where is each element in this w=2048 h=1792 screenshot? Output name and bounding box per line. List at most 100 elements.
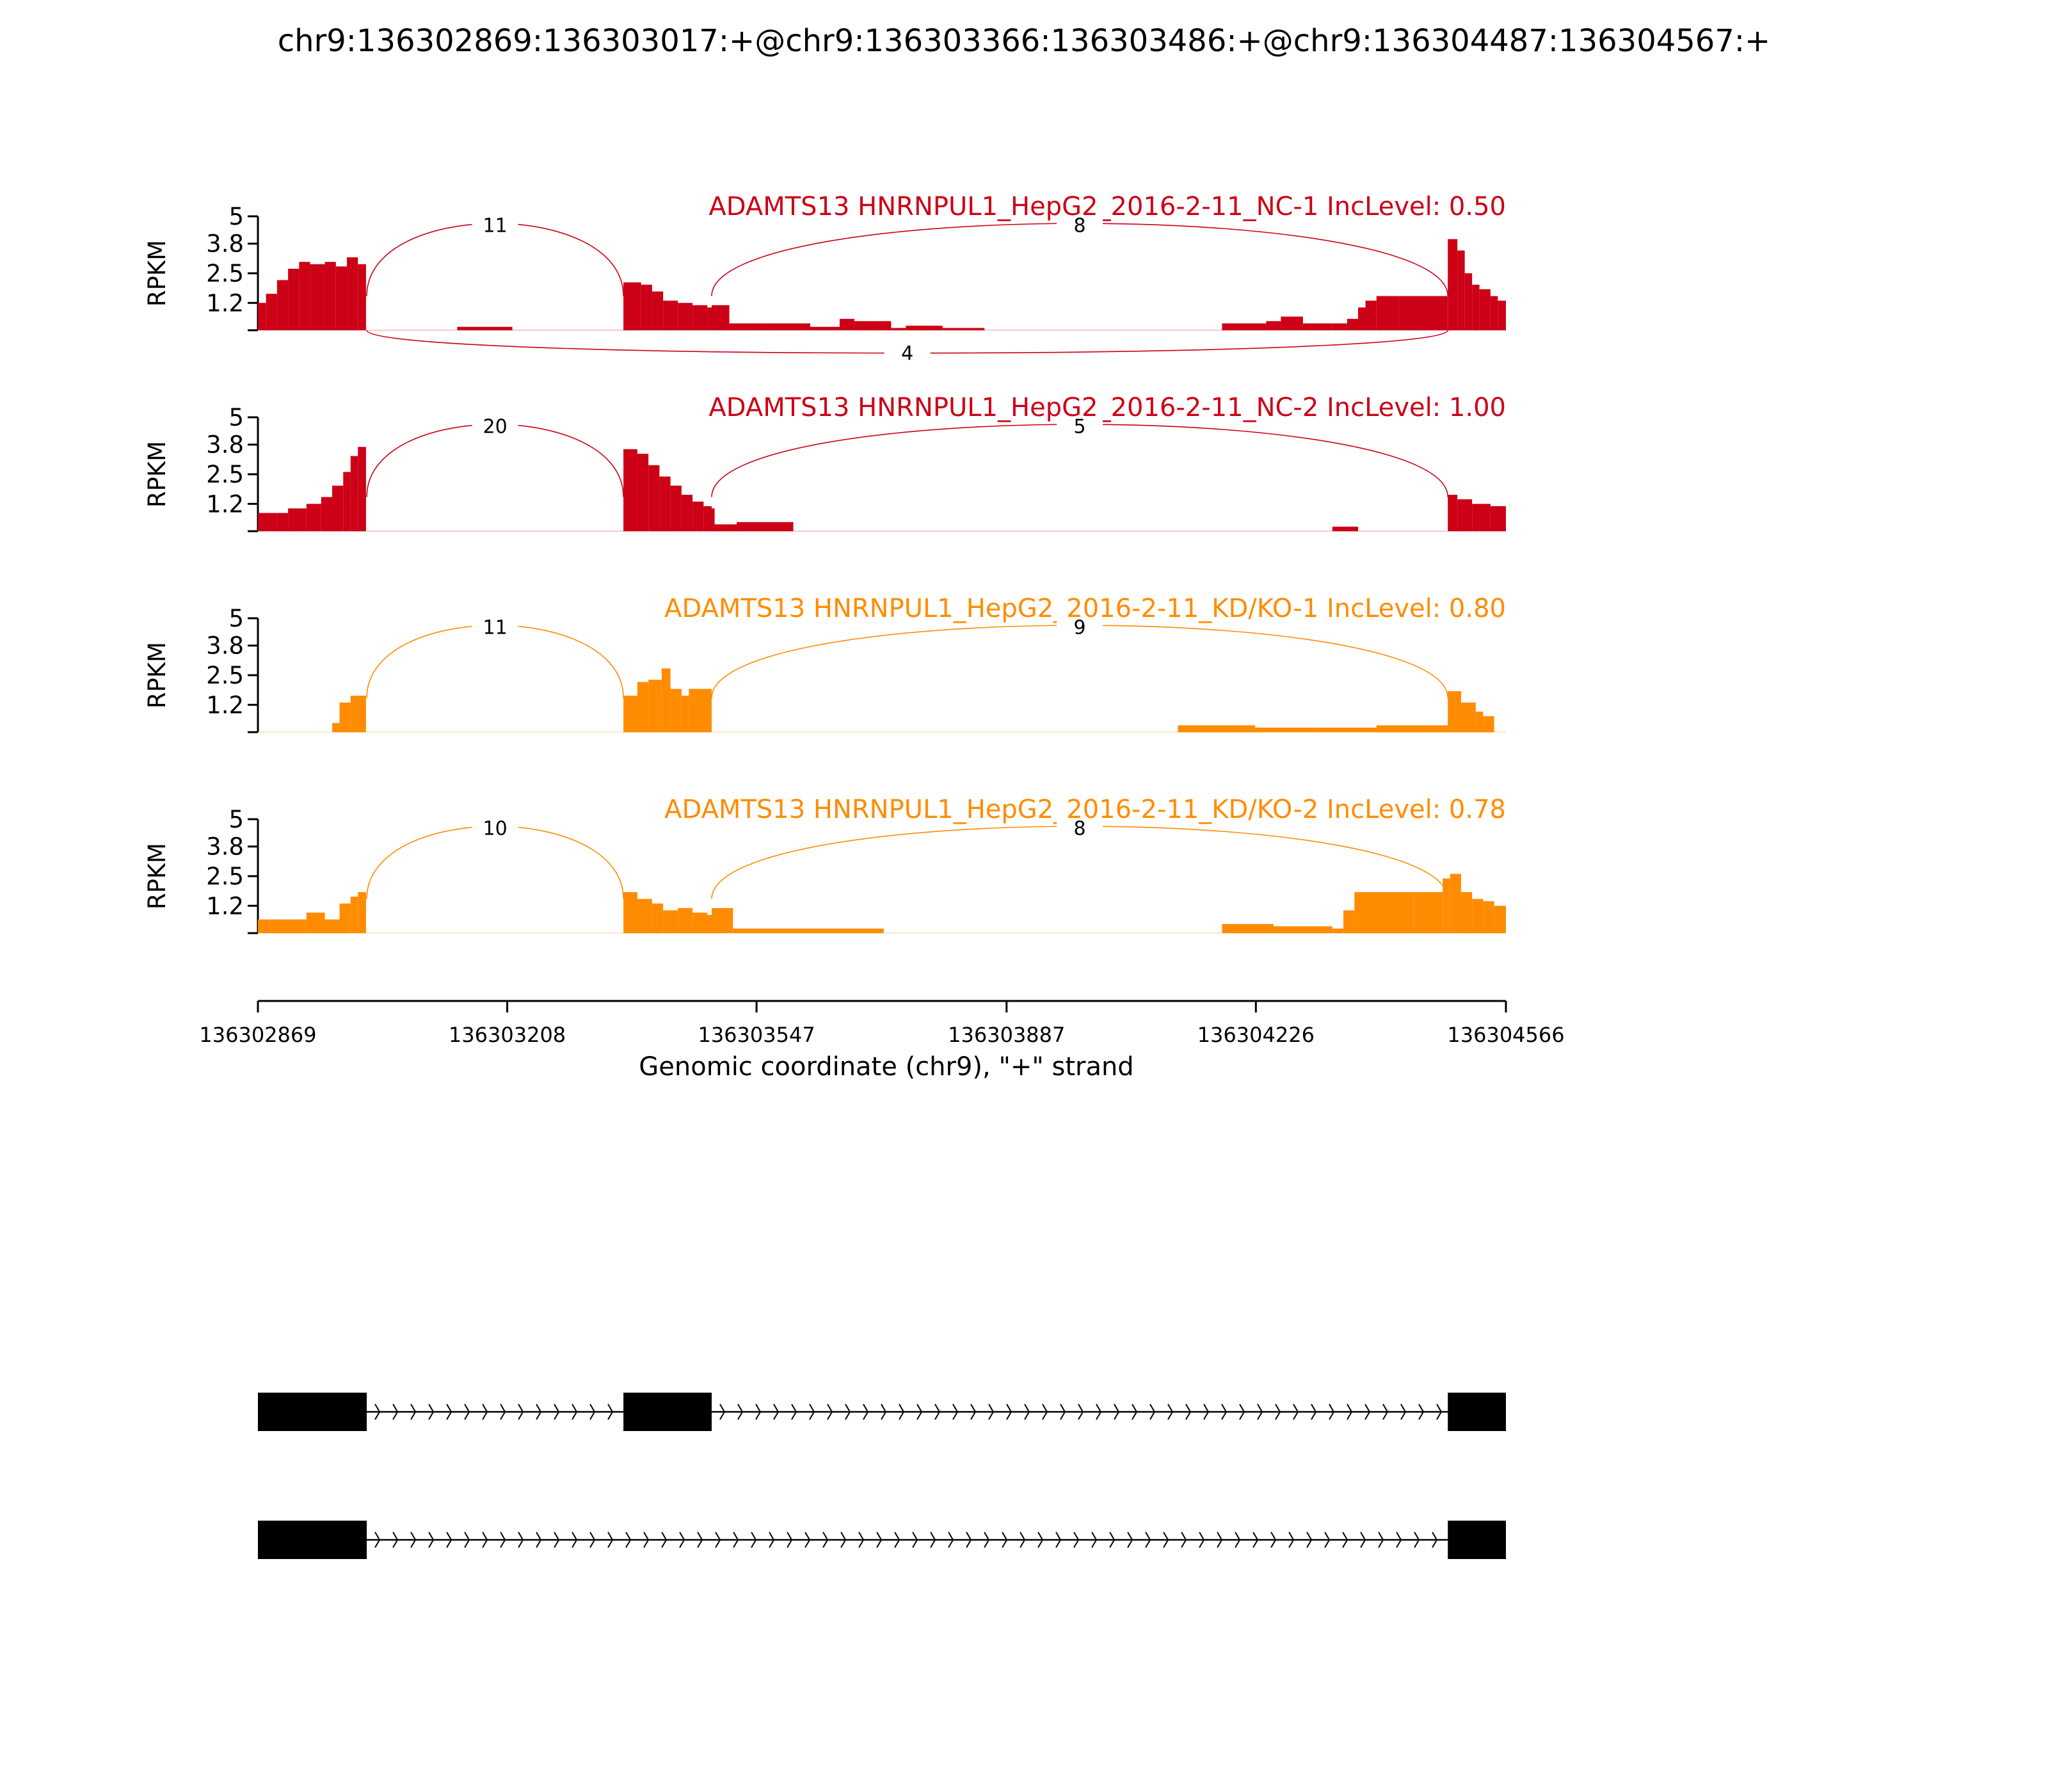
strand-arrow [1288, 1532, 1295, 1548]
y-tick-label: 3.8 [206, 632, 244, 660]
coverage-bar [623, 892, 637, 933]
coverage-bar [810, 326, 840, 330]
coverage-bar [689, 689, 712, 732]
strand-arrow [751, 1532, 757, 1548]
strand-arrow [1239, 1404, 1245, 1420]
strand-arrow [715, 1532, 721, 1548]
strand-arrow [733, 1532, 739, 1548]
coverage-bar [1376, 296, 1399, 330]
y-tick-label: 1.2 [206, 490, 244, 518]
track-label: ADAMTS13 HNRNPUL1_HepG2_2016-2-11_NC-1 I… [708, 192, 1506, 221]
strand-arrow [428, 1532, 435, 1548]
strand-arrow [1181, 1532, 1187, 1548]
coverage-bar [276, 513, 289, 531]
strand-arrow [1037, 1532, 1044, 1548]
coverage-bar [781, 323, 810, 330]
strand-arrow [1293, 1404, 1299, 1420]
strand-arrow [446, 1532, 452, 1548]
strand-arrow [464, 1532, 470, 1548]
gene-model-tracks [258, 1393, 1506, 1559]
strand-arrow [554, 1532, 560, 1548]
coverage-bar [332, 485, 344, 531]
strand-arrow [970, 1404, 977, 1420]
strand-arrow [1002, 1532, 1008, 1548]
coverage-bar [824, 928, 884, 933]
coverage-bar [1460, 892, 1473, 933]
strand-arrow [1342, 1532, 1348, 1548]
strand-arrow [984, 1532, 990, 1548]
coverage-bar [652, 291, 664, 330]
x-tick-label: 136303547 [698, 1023, 815, 1047]
coverage-bar [711, 305, 730, 330]
track-1: 1.22.53.85 RPKM ADAMTS13 HNRNPUL1_HepG2_20… [143, 192, 1506, 365]
junction-count-bg [472, 818, 518, 840]
coverage-bar [1450, 874, 1461, 933]
strand-arrow [1252, 1532, 1259, 1548]
strand-arrow [1378, 1532, 1384, 1548]
strand-arrow [1364, 1404, 1371, 1420]
strand-arrow [697, 1532, 703, 1548]
exon-block [1448, 1521, 1506, 1559]
coverage-bar [854, 321, 892, 330]
strand-arrow [500, 1532, 506, 1548]
strand-arrow [410, 1532, 417, 1548]
strand-arrow [643, 1532, 650, 1548]
strand-arrow [1306, 1532, 1313, 1548]
coverage-bar [659, 476, 671, 531]
y-tick-label: 2.5 [206, 863, 244, 890]
coverage-bar [637, 899, 652, 933]
strand-arrow [1257, 1404, 1263, 1420]
strand-arrow [518, 1404, 524, 1420]
strand-arrow [948, 1532, 954, 1548]
coverage-bar [670, 485, 682, 531]
strand-arrow [1145, 1532, 1151, 1548]
strand-arrow [1020, 1532, 1026, 1548]
coverage-bar [306, 912, 325, 933]
x-tick-label: 136303208 [449, 1023, 566, 1047]
strand-arrow [374, 1532, 381, 1548]
coverage-bar [648, 680, 662, 732]
strand-arrow [894, 1532, 900, 1548]
strand-arrow [827, 1404, 833, 1420]
coverage-bar [766, 323, 781, 330]
coverage-bar [714, 524, 737, 531]
exon-block [1448, 1393, 1506, 1431]
coverage-bar [737, 522, 774, 531]
junction-count: 8 [1074, 214, 1086, 237]
coverage-bar [661, 668, 671, 732]
coverage-bar [258, 303, 266, 330]
coverage-bar [703, 506, 712, 531]
isoform-1 [258, 1393, 1506, 1431]
y-axis-label: RPKM [143, 441, 171, 508]
coverage-bar [906, 325, 943, 330]
strand-arrow [988, 1404, 995, 1420]
coverage-bar [1460, 702, 1476, 732]
x-axis-label: Genomic coordinate (chr9), "+" strand [639, 1052, 1133, 1082]
strand-arrow [589, 1404, 596, 1420]
coverage-bar [1483, 901, 1494, 933]
y-tick-label: 2.5 [206, 260, 244, 287]
strand-arrow [755, 1404, 762, 1420]
coverage-bar [707, 307, 712, 330]
coverage-bar [1413, 892, 1443, 933]
coverage-bar [1332, 526, 1359, 531]
coverage-bar [803, 928, 825, 933]
coverage-bar [1376, 725, 1448, 732]
x-tick-label: 136302869 [199, 1023, 316, 1047]
coverage-bar [1494, 906, 1506, 933]
strand-arrow [809, 1404, 815, 1420]
junction-count: 10 [483, 817, 507, 840]
strand-arrow [804, 1532, 811, 1548]
coverage-bar [1448, 691, 1461, 732]
coverage-bar [335, 266, 348, 330]
strand-arrow [845, 1404, 851, 1420]
coverage-bar [276, 280, 289, 330]
junction-count-bg [1057, 617, 1103, 639]
coverage-bar [1332, 928, 1344, 933]
x-tick-label: 136304226 [1197, 1023, 1315, 1047]
strand-arrow [1275, 1404, 1281, 1420]
strand-arrow [1096, 1404, 1102, 1420]
strand-arrow [773, 1404, 780, 1420]
